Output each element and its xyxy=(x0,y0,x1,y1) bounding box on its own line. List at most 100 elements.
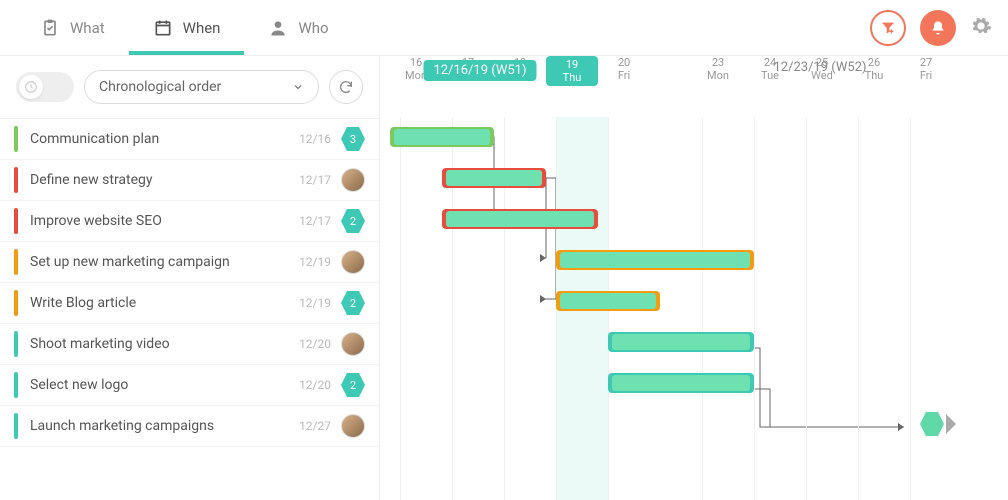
status-strip xyxy=(14,331,18,357)
filter-plus-icon xyxy=(880,20,896,36)
status-strip xyxy=(14,413,18,439)
task-row[interactable]: Select new logo12/20 2 xyxy=(0,365,379,406)
list-controls: Chronological order xyxy=(0,56,379,118)
gridline xyxy=(400,117,401,500)
status-strip xyxy=(14,249,18,275)
task-title: Set up new marketing campaign xyxy=(30,254,299,270)
clock-icon xyxy=(24,80,38,94)
day-header[interactable]: 27Fri xyxy=(900,56,952,82)
sort-label: Chronological order xyxy=(99,79,221,95)
gantt-bar[interactable] xyxy=(442,168,546,188)
topbar: What When Who xyxy=(0,0,1008,56)
week-label: 12/16/19 (W51) xyxy=(423,60,536,81)
gantt-bar-fill xyxy=(612,375,750,391)
tab-what[interactable]: What xyxy=(16,0,129,55)
status-strip xyxy=(14,372,18,398)
task-row[interactable]: Communication plan12/16 3 xyxy=(0,119,379,160)
task-date: 12/17 xyxy=(299,173,331,187)
task-date: 12/27 xyxy=(299,419,331,433)
tab-when[interactable]: When xyxy=(129,0,245,55)
task-title: Launch marketing campaigns xyxy=(30,418,299,434)
gantt-bar[interactable] xyxy=(442,209,598,229)
gridline xyxy=(702,117,703,500)
task-date: 12/20 xyxy=(299,378,331,392)
milestone-arrow-icon xyxy=(946,414,956,434)
status-strip xyxy=(14,167,18,193)
view-tabs: What When Who xyxy=(16,0,353,55)
calendar-icon xyxy=(153,18,173,38)
timeline-header: 16Mon17Tue18Wed19Thu20Fri23Mon24Tue25Wed… xyxy=(380,56,1008,117)
history-toggle[interactable] xyxy=(16,72,74,102)
settings-button[interactable] xyxy=(970,15,992,41)
task-date: 12/19 xyxy=(299,255,331,269)
gantt-bar-fill xyxy=(394,129,490,145)
notifications-button[interactable] xyxy=(920,10,956,46)
topbar-actions xyxy=(870,10,992,46)
count-badge: 2 xyxy=(341,209,365,233)
tab-label: When xyxy=(183,19,221,37)
task-row[interactable]: Set up new marketing campaign12/19 xyxy=(0,242,379,283)
milestone-marker[interactable] xyxy=(920,412,944,436)
gridline xyxy=(858,117,859,500)
task-date: 12/17 xyxy=(299,214,331,228)
status-strip xyxy=(14,126,18,152)
assignee-avatar xyxy=(341,332,365,356)
gantt-bar-fill xyxy=(446,211,594,227)
task-title: Select new logo xyxy=(30,377,299,393)
task-date: 12/19 xyxy=(299,296,331,310)
gantt-bar-fill xyxy=(560,293,656,309)
person-icon xyxy=(268,18,288,38)
count-badge: 3 xyxy=(341,127,365,151)
main-body: Chronological order Communication plan12… xyxy=(0,56,1008,500)
refresh-button[interactable] xyxy=(329,70,363,104)
gantt-bar[interactable] xyxy=(608,373,754,393)
task-date: 12/20 xyxy=(299,337,331,351)
gantt-bar-fill xyxy=(612,334,750,350)
status-strip xyxy=(14,290,18,316)
bell-icon xyxy=(930,20,946,36)
gantt-bar[interactable] xyxy=(608,332,754,352)
toggle-knob xyxy=(19,75,43,99)
sort-dropdown[interactable]: Chronological order xyxy=(84,70,319,104)
day-header[interactable]: 20Fri xyxy=(598,56,650,82)
task-row[interactable]: Write Blog article12/19 2 xyxy=(0,283,379,324)
tab-label: What xyxy=(70,19,105,37)
assignee-avatar xyxy=(341,168,365,192)
assignee-avatar xyxy=(341,250,365,274)
task-list-panel: Chronological order Communication plan12… xyxy=(0,56,380,500)
assignee-avatar xyxy=(341,414,365,438)
gantt-panel: 16Mon17Tue18Wed19Thu20Fri23Mon24Tue25Wed… xyxy=(380,56,1008,500)
task-title: Write Blog article xyxy=(30,295,299,311)
task-title: Improve website SEO xyxy=(30,213,299,229)
gridline xyxy=(910,117,911,500)
gantt-bar[interactable] xyxy=(556,250,754,270)
gridline xyxy=(806,117,807,500)
task-title: Communication plan xyxy=(30,131,299,147)
count-badge: 2 xyxy=(341,373,365,397)
add-filter-button[interactable] xyxy=(870,10,906,46)
task-title: Shoot marketing video xyxy=(30,336,299,352)
tab-label: Who xyxy=(298,19,328,37)
count-badge: 2 xyxy=(341,291,365,315)
task-title: Define new strategy xyxy=(30,172,299,188)
task-date: 12/16 xyxy=(299,132,331,146)
gantt-bar-fill xyxy=(446,170,542,186)
refresh-icon xyxy=(338,79,354,95)
task-row[interactable]: Shoot marketing video12/20 xyxy=(0,324,379,365)
chevron-down-icon xyxy=(292,81,304,93)
day-header[interactable]: 19Thu xyxy=(546,56,598,86)
task-row[interactable]: Improve website SEO12/17 2 xyxy=(0,201,379,242)
gantt-bar[interactable] xyxy=(556,291,660,311)
week-label: 12/23/19 (W52) xyxy=(773,60,866,75)
task-row[interactable]: Launch marketing campaigns12/27 xyxy=(0,406,379,447)
tab-who[interactable]: Who xyxy=(244,0,352,55)
day-header[interactable]: 23Mon xyxy=(692,56,744,82)
task-row[interactable]: Define new strategy12/17 xyxy=(0,160,379,201)
status-strip xyxy=(14,208,18,234)
clipboard-icon xyxy=(40,18,60,38)
gear-icon xyxy=(970,15,992,37)
gridline xyxy=(754,117,755,500)
gantt-grid[interactable] xyxy=(380,117,1008,500)
task-list: Communication plan12/16 3 Define new strat… xyxy=(0,118,379,447)
gantt-bar[interactable] xyxy=(390,127,494,147)
